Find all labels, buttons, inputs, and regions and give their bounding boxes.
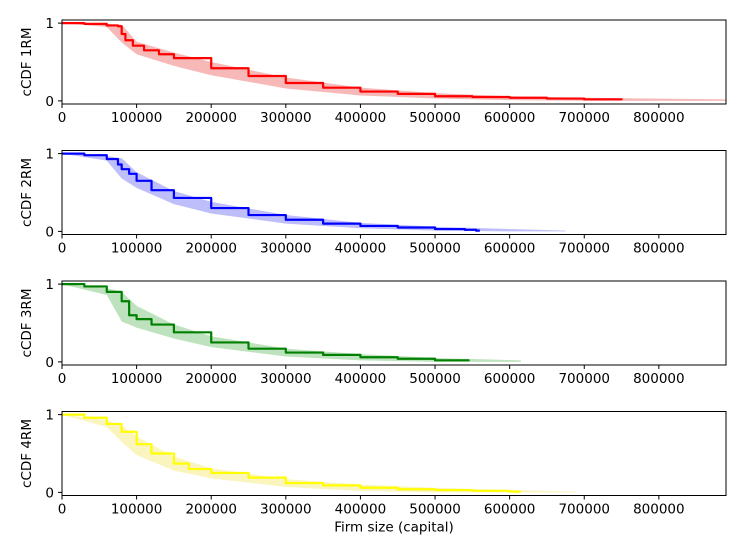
y-tick-label: 1 (45, 16, 54, 32)
x-tick-label: 0 (58, 110, 67, 126)
y-tick-label: 0 (45, 485, 54, 501)
x-tick-label: 500000 (409, 371, 461, 387)
series-line-1 (62, 413, 521, 493)
x-tick-label: 600000 (484, 502, 536, 518)
y-axis-label: cCDF 3RM (19, 289, 35, 358)
x-tick-label: 200000 (185, 241, 237, 257)
x-tick-label: 600000 (484, 371, 536, 387)
confidence-band (62, 284, 521, 362)
y-tick-label: 0 (45, 94, 54, 110)
x-tick-label: 500000 (409, 241, 461, 257)
x-tick-label: 800000 (633, 110, 685, 126)
x-tick-label: 400000 (335, 241, 387, 257)
x-tick-label: 300000 (260, 110, 312, 126)
axes-frame (61, 19, 727, 105)
x-tick-label: 0 (58, 241, 67, 257)
confidence-band (62, 23, 726, 101)
y-tick-label: 1 (45, 408, 54, 424)
x-tick-label: 200000 (185, 371, 237, 387)
x-tick-label: 800000 (633, 241, 685, 257)
x-tick-label: 300000 (260, 502, 312, 518)
series-line-1 (62, 283, 470, 362)
chart-panel-3: 0 100000 200000 300000 400000 500000 600000 700… (19, 277, 727, 387)
series-line-1 (62, 22, 623, 101)
x-tick-label: 200000 (185, 110, 237, 126)
y-tick-label: 1 (45, 147, 54, 163)
confidence-band (62, 153, 566, 232)
x-tick-label: 100000 (111, 241, 163, 257)
axes-frame (61, 411, 727, 496)
x-tick-label: 600000 (484, 110, 536, 126)
x-tick-label: 300000 (260, 371, 312, 387)
chart-panel-2: 0 100000 200000 300000 400000 500000 600000 700… (19, 147, 727, 257)
x-tick-label: 400000 (335, 502, 387, 518)
chart-panel-1: 0 100000 200000 300000 400000 500000 600000 700… (19, 16, 727, 126)
x-tick-label: 400000 (335, 371, 387, 387)
y-axis-label: cCDF 4RM (19, 419, 35, 488)
x-tick-label: 800000 (633, 371, 685, 387)
y-tick-label: 0 (45, 355, 54, 371)
x-tick-label: 700000 (558, 371, 610, 387)
x-tick-label: 100000 (111, 502, 163, 518)
y-tick-label: 0 (45, 224, 54, 240)
x-tick-label: 200000 (185, 502, 237, 518)
axes-frame (61, 150, 727, 235)
x-tick-label: 100000 (111, 110, 163, 126)
x-tick-label: 400000 (335, 110, 387, 126)
x-tick-label: 500000 (409, 502, 461, 518)
y-axis-label: cCDF 1RM (19, 28, 35, 97)
series-line-1 (62, 152, 480, 232)
y-axis-label: cCDF 2RM (19, 158, 35, 227)
x-tick-label: 800000 (633, 502, 685, 518)
panels: 0 100000 200000 300000 400000 500000 600000 700… (19, 16, 727, 536)
x-tick-label: 700000 (558, 241, 610, 257)
x-tick-label: 700000 (558, 110, 610, 126)
x-tick-label: 700000 (558, 502, 610, 518)
x-tick-label: 600000 (484, 241, 536, 257)
chart-panel-4: 0 100000 200000 300000 400000 500000 600000 700… (19, 408, 727, 536)
x-tick-label: 500000 (409, 110, 461, 126)
x-tick-label: 100000 (111, 371, 163, 387)
x-axis-label: Firm size (capital) (334, 520, 454, 536)
axes-frame (61, 280, 727, 366)
x-tick-label: 0 (58, 502, 67, 518)
confidence-band (62, 414, 577, 493)
x-tick-label: 0 (58, 371, 67, 387)
x-tick-label: 300000 (260, 241, 312, 257)
y-tick-label: 1 (45, 277, 54, 293)
